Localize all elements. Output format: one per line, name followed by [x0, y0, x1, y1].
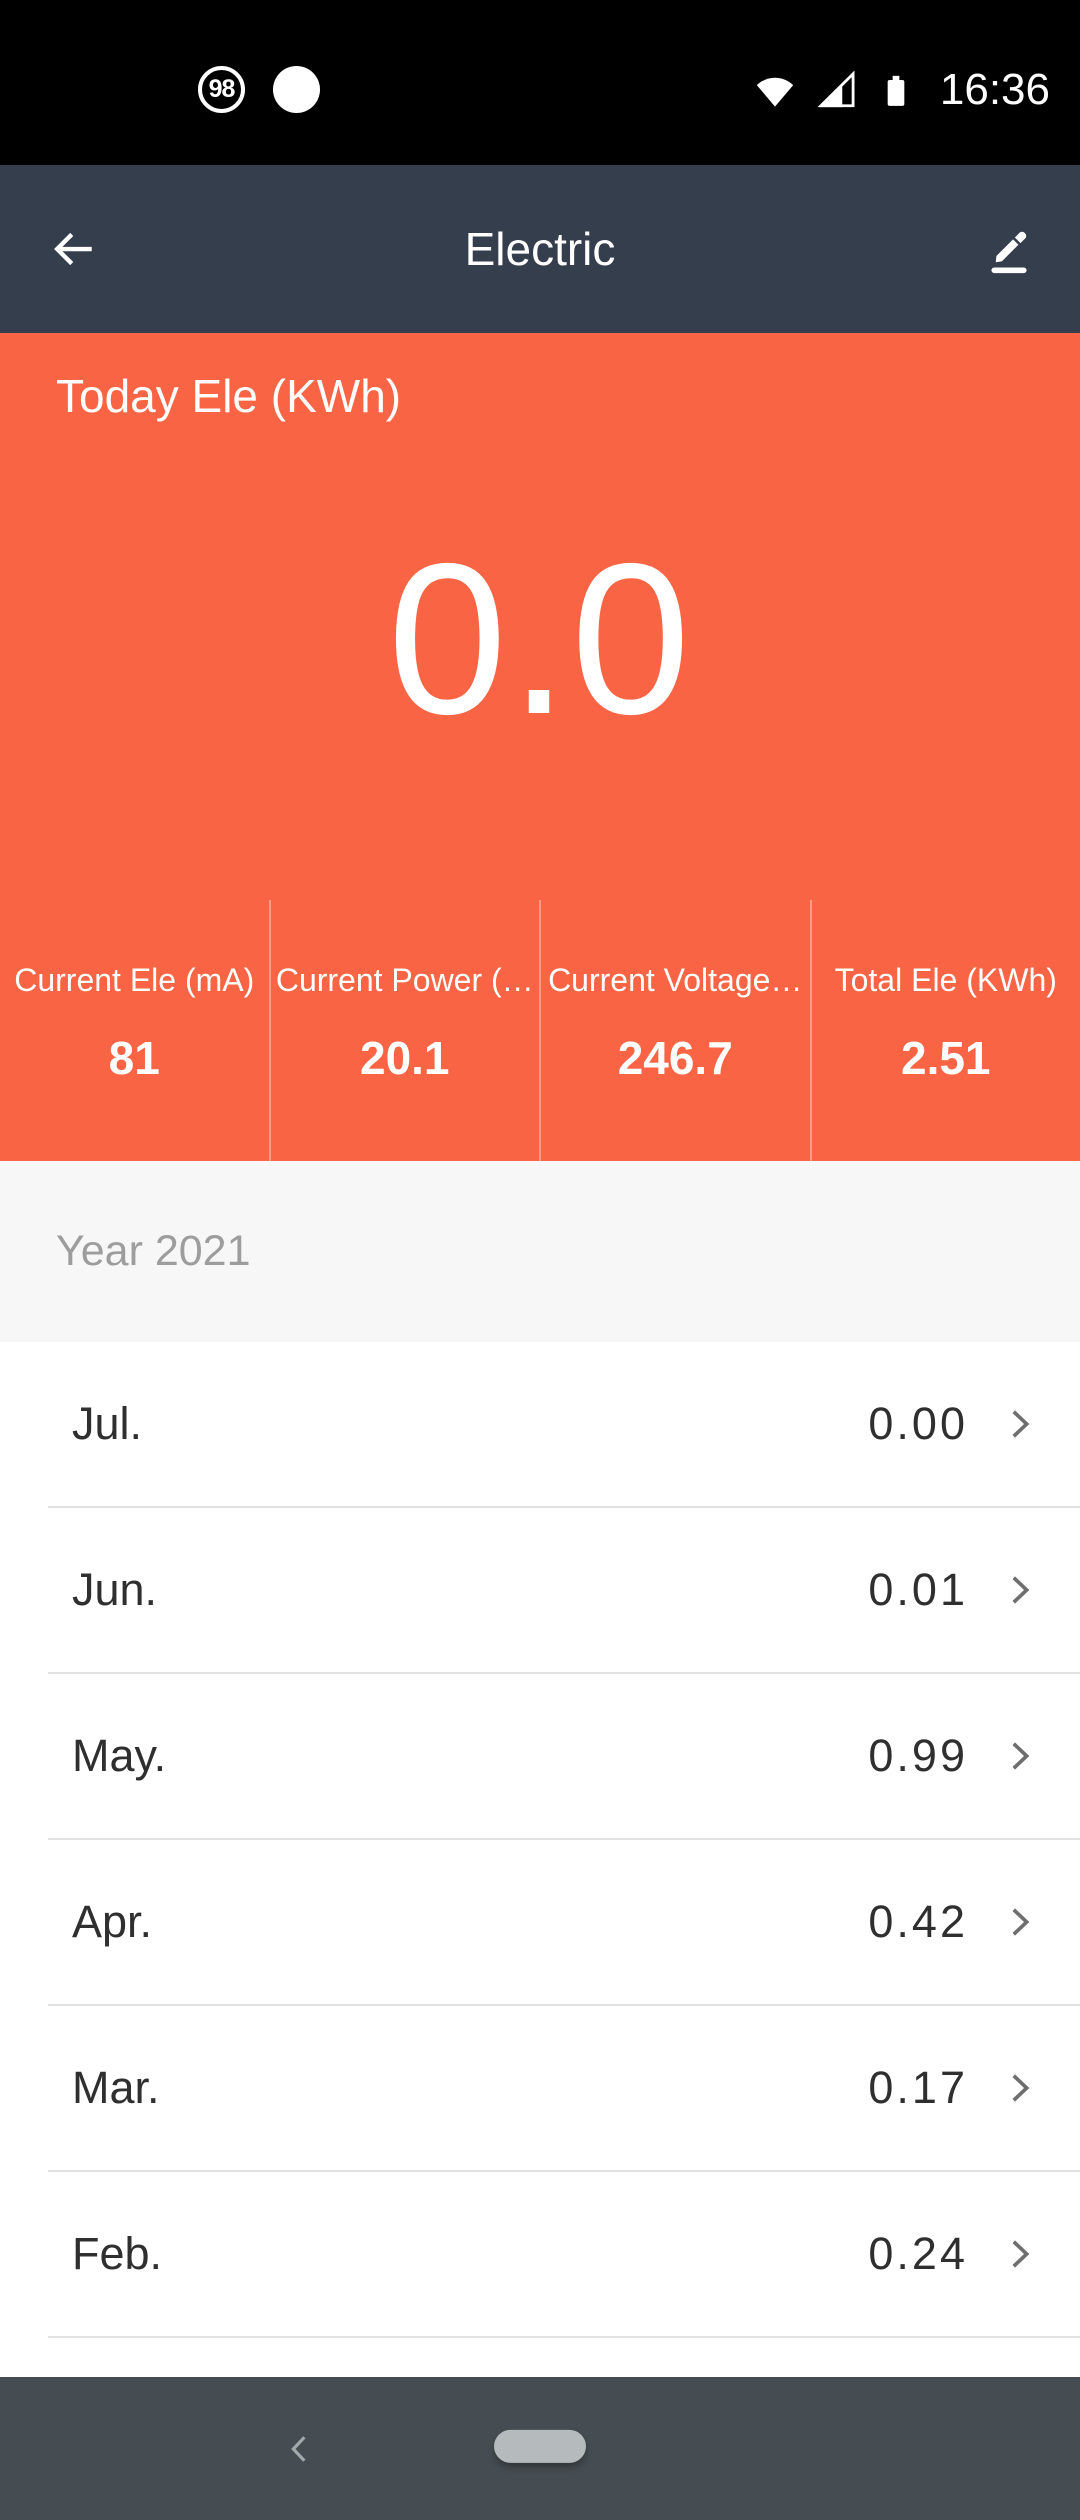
list-item-jul[interactable]: Jul. 0.00 [0, 1342, 1080, 1506]
status-bar-indicators: 16:36 [752, 65, 1050, 115]
stat-current-power: Current Power (… 20.1 [268, 900, 540, 1161]
stat-current-voltage: Current Voltage… 246.7 [539, 900, 810, 1161]
edit-pencil-icon [982, 231, 1036, 279]
today-usage-value: 0.0 [387, 518, 693, 760]
chevron-right-icon [968, 1403, 1040, 1445]
edit-button[interactable] [982, 222, 1036, 276]
current-stats-row: Current Ele (mA) 81 Current Power (… 20.… [0, 900, 1080, 1161]
chevron-right-icon [968, 2233, 1040, 2275]
month-value: 0.01 [868, 1564, 968, 1615]
cellular-signal-icon [816, 69, 858, 111]
home-pill-handle[interactable] [494, 2429, 586, 2463]
stat-label: Current Voltage… [548, 962, 803, 998]
year-section-header: Year 2021 [0, 1161, 1080, 1342]
stat-current-ele: Current Ele (mA) 81 [0, 900, 269, 1161]
list-item-apr[interactable]: Apr. 0.42 [0, 1840, 1080, 2004]
battery-percent-badge-icon: 98 [198, 66, 245, 113]
month-label: Jun. [72, 1564, 158, 1615]
list-item-jun[interactable]: Jun. 0.01 [0, 1508, 1080, 1672]
row-divider [48, 1672, 1080, 1674]
row-divider [48, 2170, 1080, 2172]
list-item-feb[interactable]: Feb. 0.24 [0, 2172, 1080, 2336]
stat-label: Total Ele (KWh) [834, 962, 1057, 998]
nav-back-button[interactable] [280, 2427, 320, 2471]
row-divider [48, 1506, 1080, 1508]
stat-label: Current Ele (mA) [14, 962, 255, 998]
year-title: Year 2021 [56, 1227, 251, 1275]
month-value: 0.24 [868, 2228, 968, 2279]
row-divider [48, 2336, 1080, 2338]
row-divider [48, 2004, 1080, 2006]
notification-dot-icon [273, 66, 320, 113]
page-title: Electric [464, 223, 616, 275]
system-nav-bar [0, 2377, 1080, 2520]
month-label: Feb. [72, 2228, 163, 2279]
status-bar-notifications: 98 [198, 66, 320, 113]
back-button[interactable] [44, 224, 102, 274]
battery-icon [876, 67, 916, 113]
list-item-may[interactable]: May. 0.99 [0, 1674, 1080, 1838]
today-usage-panel: Today Ele (KWh) 0.0 [0, 333, 1080, 900]
today-usage-label: Today Ele (KWh) [56, 370, 402, 422]
month-label: Apr. [72, 1896, 153, 1947]
month-list: Jul. 0.00 Jun. 0.01 May. 0.99 Apr. 0.42 [0, 1342, 1080, 2377]
stat-value: 2.51 [900, 1032, 991, 1084]
chevron-right-icon [968, 2067, 1040, 2109]
chevron-right-icon [968, 1735, 1040, 1777]
badge-count: 98 [208, 75, 236, 103]
arrow-back-icon [44, 232, 102, 277]
stat-value: 20.1 [359, 1032, 450, 1084]
status-bar: 98 16:36 [0, 0, 1080, 165]
month-label: Mar. [72, 2062, 160, 2113]
month-value: 0.17 [868, 2062, 968, 2113]
app-bar: Electric [0, 165, 1080, 333]
month-value: 0.00 [868, 1398, 968, 1449]
row-divider [48, 1838, 1080, 1840]
stat-label: Current Power (… [275, 962, 534, 998]
chevron-right-icon [968, 1901, 1040, 1943]
stat-total-ele: Total Ele (KWh) 2.51 [809, 900, 1080, 1161]
wifi-icon [752, 69, 798, 111]
stat-value: 81 [108, 1032, 160, 1084]
chevron-right-icon [968, 1569, 1040, 1611]
list-item-mar[interactable]: Mar. 0.17 [0, 2006, 1080, 2170]
stat-value: 246.7 [617, 1032, 733, 1084]
month-value: 0.42 [868, 1896, 968, 1947]
status-time: 16:36 [939, 64, 1050, 114]
chevron-left-icon [280, 2435, 320, 2474]
month-label: May. [72, 1730, 167, 1781]
month-value: 0.99 [868, 1730, 968, 1781]
month-label: Jul. [72, 1398, 143, 1449]
